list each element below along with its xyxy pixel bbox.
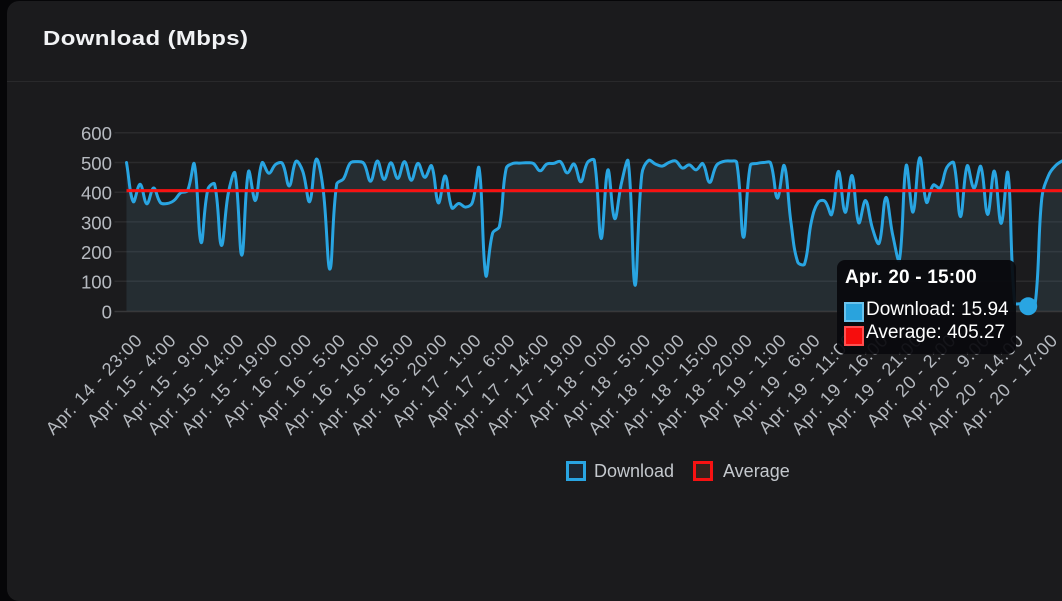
svg-text:400: 400 [81,183,112,204]
svg-text:200: 200 [81,242,112,263]
svg-text:0: 0 [102,301,112,322]
svg-text:600: 600 [81,123,112,144]
svg-text:300: 300 [81,212,112,233]
svg-text:500: 500 [81,153,112,174]
svg-text:100: 100 [81,272,112,293]
